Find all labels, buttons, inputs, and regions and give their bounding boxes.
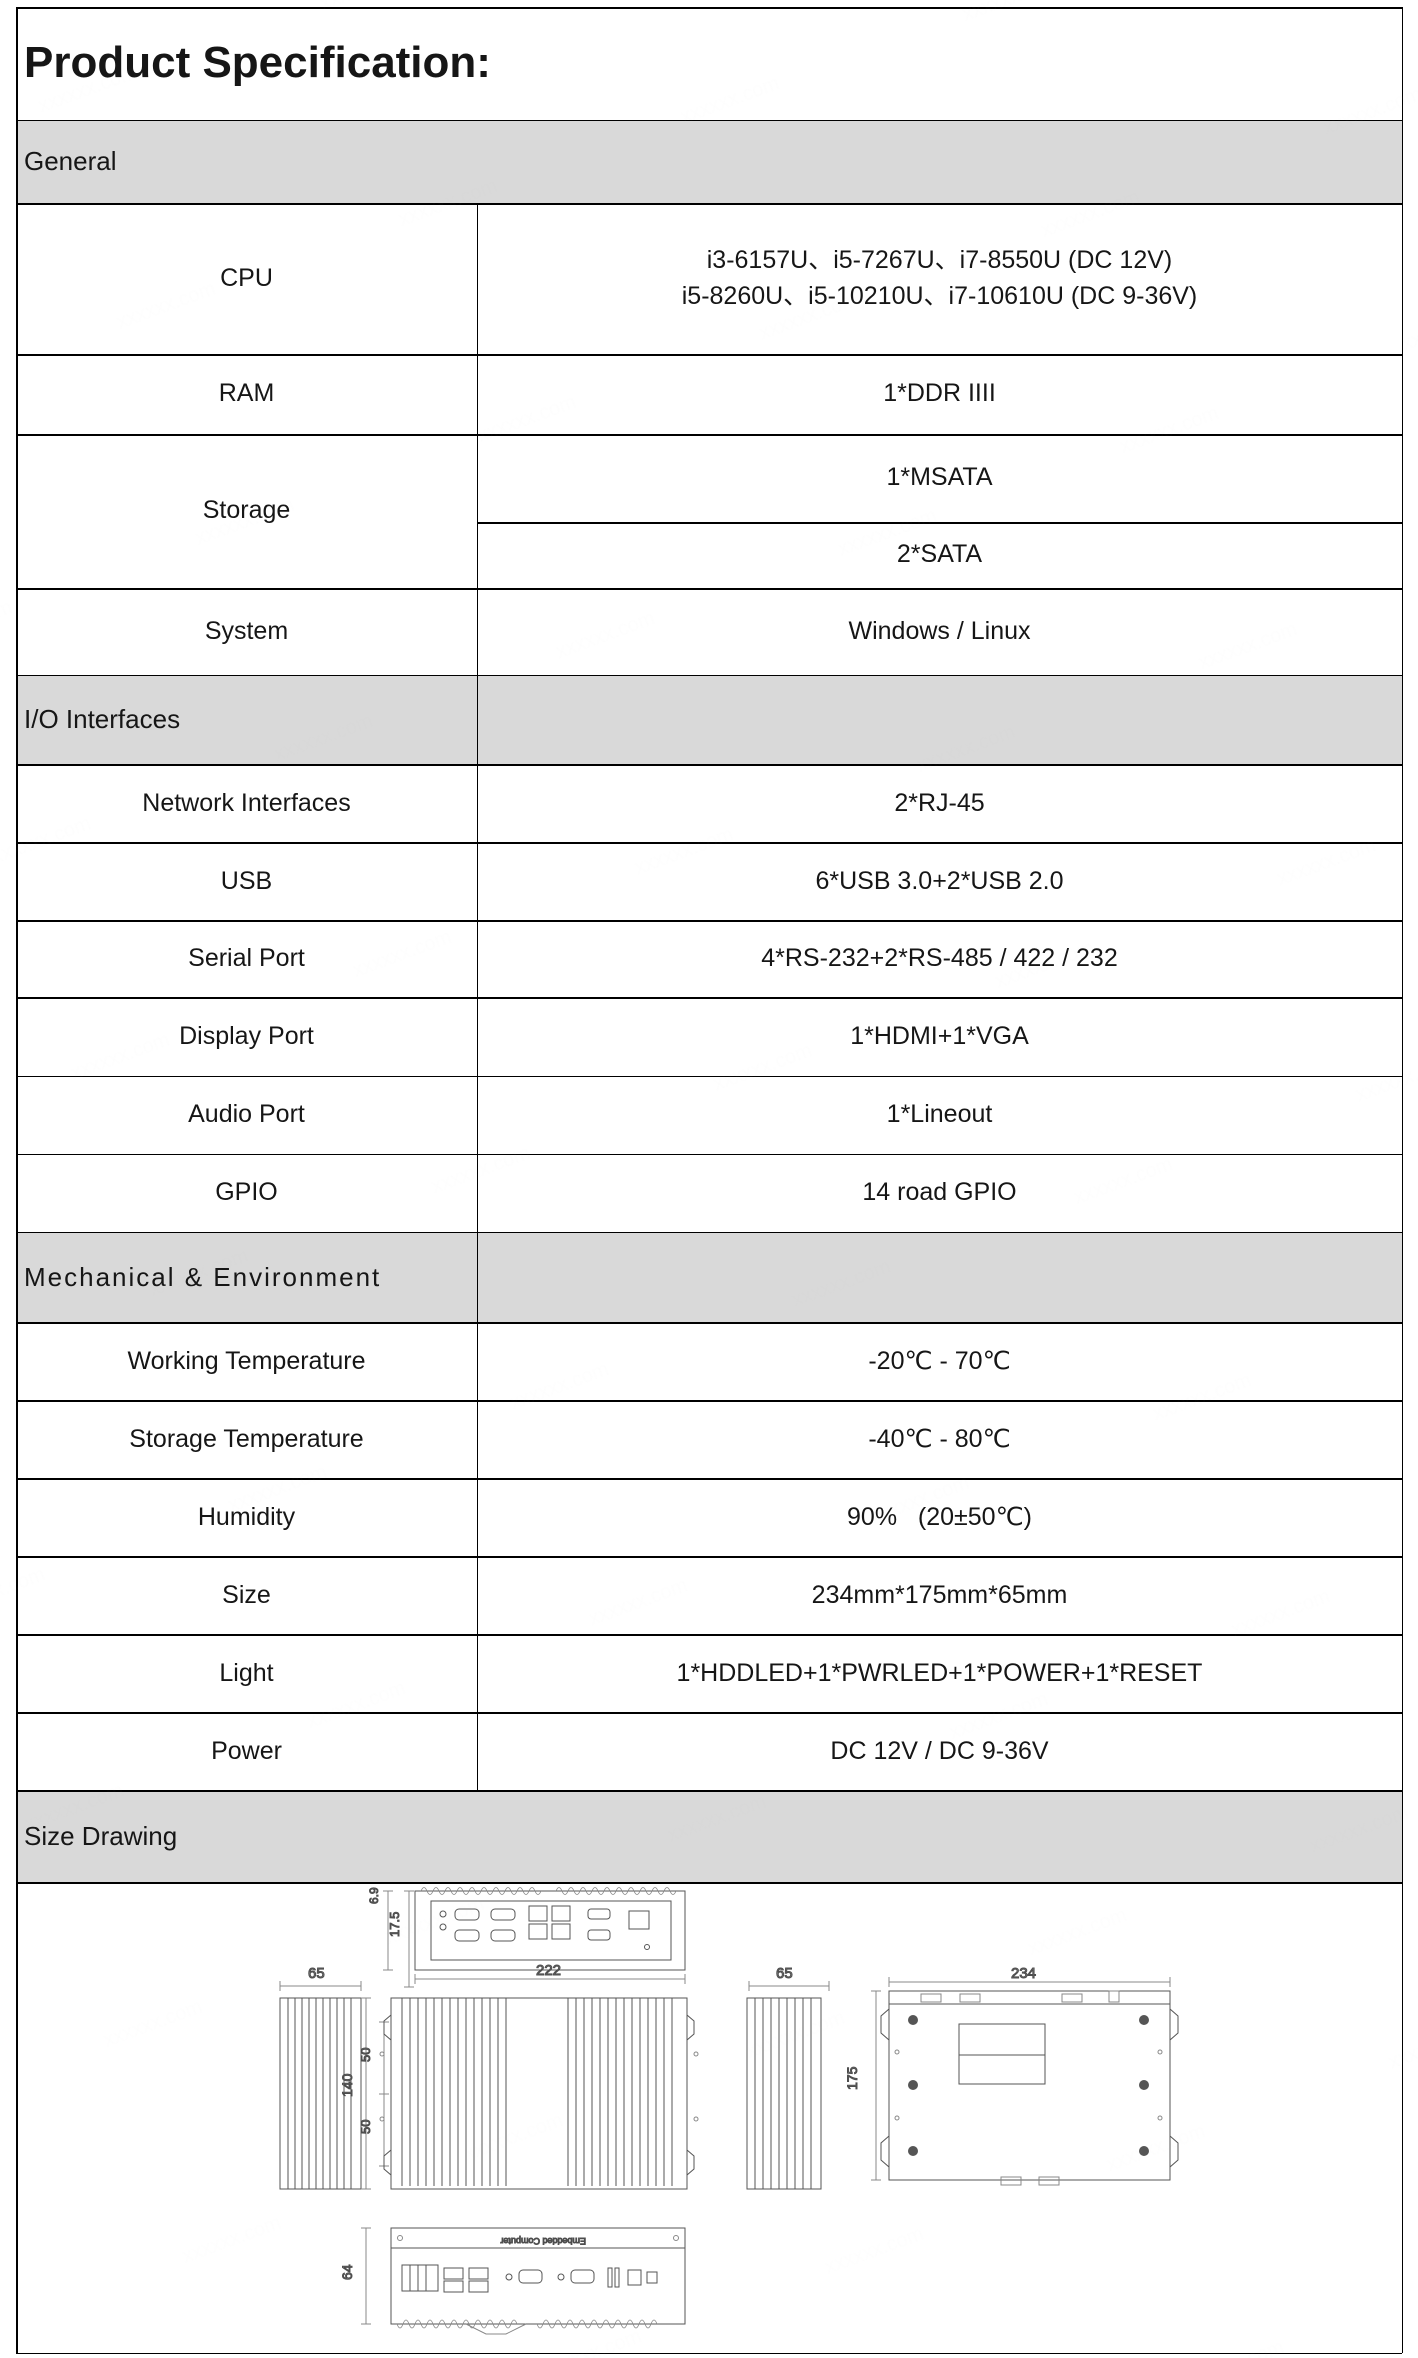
- svg-text:65: 65: [776, 1965, 793, 1982]
- svg-text:140: 140: [339, 2074, 355, 2098]
- svg-text:6.9: 6.9: [367, 1887, 381, 1904]
- svg-text:50: 50: [358, 2048, 373, 2062]
- svg-text:175: 175: [844, 2067, 860, 2091]
- svg-text:50: 50: [358, 2120, 373, 2134]
- svg-text:222: 222: [536, 1962, 561, 1979]
- svg-text:17.5: 17.5: [387, 1912, 402, 1937]
- svg-text:64: 64: [339, 2264, 355, 2280]
- svg-text:Embedded Computer: Embedded Computer: [500, 2236, 586, 2246]
- svg-text:234: 234: [1011, 1965, 1036, 1982]
- svg-text:65: 65: [308, 1965, 325, 1982]
